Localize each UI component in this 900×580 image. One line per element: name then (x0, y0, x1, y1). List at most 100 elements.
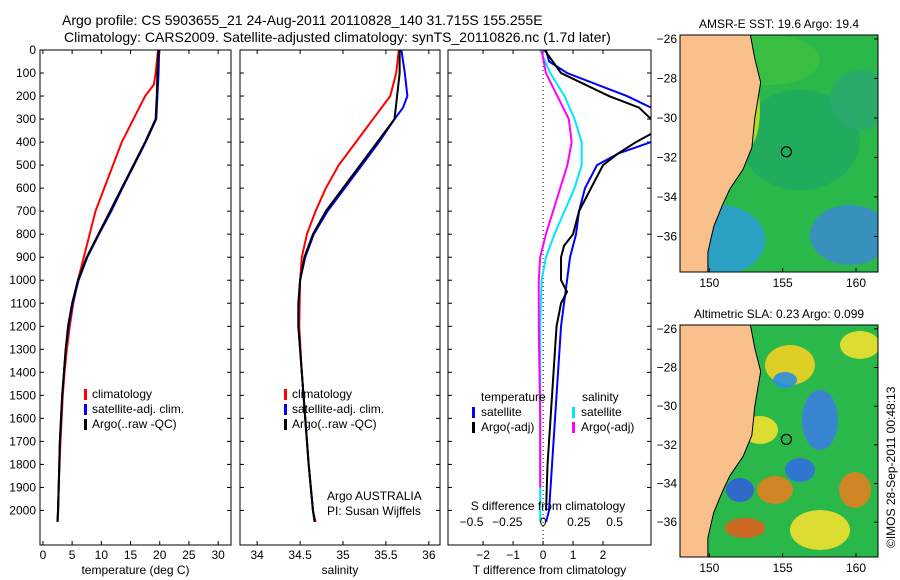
y-tick-label: 200 (16, 89, 36, 103)
legend-swatch (284, 389, 287, 400)
title-line-1: Argo profile: CS 5903655_21 24-Aug-2011 … (62, 12, 543, 28)
title-line-2: Climatology: CARS2009. Satellite-adjuste… (64, 29, 611, 45)
salinity-panel: 34 34.5 35 35.5 36 salinity climatologysatelli… (239, 49, 441, 577)
y-tick-label: 1900 (9, 480, 36, 494)
y-tick-label: 500 (16, 158, 36, 172)
x2-tick-label: 0.25 (567, 515, 591, 529)
legend-label: climatology (292, 387, 352, 401)
map-x-tick-label: 155 (773, 276, 793, 290)
x-tick-label: −2 (476, 548, 490, 562)
legend-label: satellite (581, 405, 622, 419)
map-field (680, 35, 878, 272)
map-x-tick-label: 150 (699, 561, 719, 575)
sla-blob (726, 478, 754, 502)
sla-blob (840, 331, 878, 359)
sst-blob (830, 70, 878, 130)
legend-swatch (284, 404, 287, 415)
map-title: Altimetric SLA: 0.23 Argo: 0.099 (694, 307, 864, 321)
legend-label: satellite (481, 405, 522, 419)
legend-swatch (572, 407, 575, 418)
map-y-tick-label: −36 (657, 229, 678, 243)
x2-tick-label: −0.25 (492, 515, 523, 529)
map-y-tick-label: −28 (657, 71, 678, 85)
legend-label: satellite-adj. clim. (292, 402, 384, 416)
series-line-t-argo-adj- (543, 50, 651, 511)
y-tick-label: 1200 (9, 319, 36, 333)
sla-blob (839, 472, 871, 508)
legend-label: Argo(-adj) (581, 420, 634, 434)
sla-blob (773, 372, 797, 388)
x-tick-label: 25 (182, 548, 196, 562)
series-line-climatology (298, 50, 400, 523)
map-y-tick-label: −32 (657, 150, 678, 164)
legend-label: satellite-adj. clim. (92, 402, 184, 416)
sst-blob (810, 205, 878, 265)
y-tick-label: 1000 (9, 273, 36, 287)
legend-swatch (472, 407, 475, 418)
axes-frame (239, 49, 441, 546)
series-group (297, 50, 409, 523)
y-tick-label: 0 (29, 43, 36, 57)
legend-label: Argo(..raw -QC) (292, 417, 377, 431)
y-tick-label: 700 (16, 204, 36, 218)
map-title: AMSR-E SST: 19.6 Argo: 19.4 (699, 17, 859, 31)
sst-blob (740, 90, 860, 190)
x-axis-label: T difference from climatology (473, 563, 627, 577)
sla-blob (785, 458, 815, 482)
legend-heading: salinity (582, 390, 619, 404)
y-tick-label: 300 (16, 112, 36, 126)
y-tick-label: 1800 (9, 457, 36, 471)
x-tick-label: 1 (570, 548, 577, 562)
map-y-tick-label: −32 (657, 438, 678, 452)
x2-tick-label: −0.5 (460, 515, 484, 529)
y-tick-label: 1500 (9, 388, 36, 402)
annotation-line: PI: Susan Wijffels (327, 504, 421, 518)
series-line-t-satellite (545, 50, 651, 523)
map-x-tick-label: 155 (773, 561, 793, 575)
legend-label: climatology (92, 387, 152, 401)
series-group (56, 50, 161, 523)
legend-heading: temperature (481, 390, 546, 404)
x-tick-label: 15 (124, 548, 138, 562)
x-tick-label: 5 (69, 548, 76, 562)
sla-map: Altimetric SLA: 0.23 Argo: 0.099 150 155 16… (657, 307, 879, 575)
x-tick-label: 0 (40, 548, 47, 562)
temperature-panel: 0 5 10 15 20 25 300100200300400500600700800900… (9, 43, 232, 577)
map-y-tick-label: −26 (657, 32, 678, 46)
x-tick-label: 30 (211, 548, 225, 562)
map-y-tick-label: −30 (657, 111, 678, 125)
axes-frame (39, 49, 232, 546)
x-tick-label: −1 (506, 548, 520, 562)
x-tick-label: 36 (422, 548, 436, 562)
x-axis-label: salinity (322, 563, 359, 577)
x-tick-label: 34.5 (288, 548, 312, 562)
series-line-satellite-adj-clim- (297, 50, 409, 523)
y-tick-label: 900 (16, 250, 36, 264)
map-y-tick-label: −26 (657, 322, 678, 336)
map-y-tick-label: −34 (657, 190, 678, 204)
x2-tick-label: 0.5 (606, 515, 623, 529)
legend-label: Argo(..raw -QC) (92, 417, 177, 431)
legend-swatch (284, 419, 287, 430)
map-frame (679, 34, 879, 273)
series-line-climatology (56, 50, 159, 523)
series-line-s-satellite (539, 50, 583, 522)
x-tick-label: 0 (540, 548, 547, 562)
sla-blob (725, 518, 765, 538)
sla-blob (790, 510, 850, 550)
axes-frame (447, 49, 652, 546)
y-tick-label: 2000 (9, 503, 36, 517)
credit-text: ©IMOS 28-Sep-2011 00:48:13 (884, 386, 898, 548)
annotation-line: Argo AUSTRALIA (327, 489, 422, 503)
legend-swatch (572, 422, 575, 433)
y-tick-label: 1300 (9, 342, 36, 356)
series-group (537, 50, 651, 545)
map-frame (679, 324, 879, 558)
y-tick-label: 100 (16, 66, 36, 80)
sst-map: AMSR-E SST: 19.6 Argo: 19.4 150 155 160 −26 −… (657, 17, 879, 290)
land-area (680, 325, 761, 557)
x2-tick-label: 0 (540, 515, 547, 529)
y-tick-label: 400 (16, 135, 36, 149)
